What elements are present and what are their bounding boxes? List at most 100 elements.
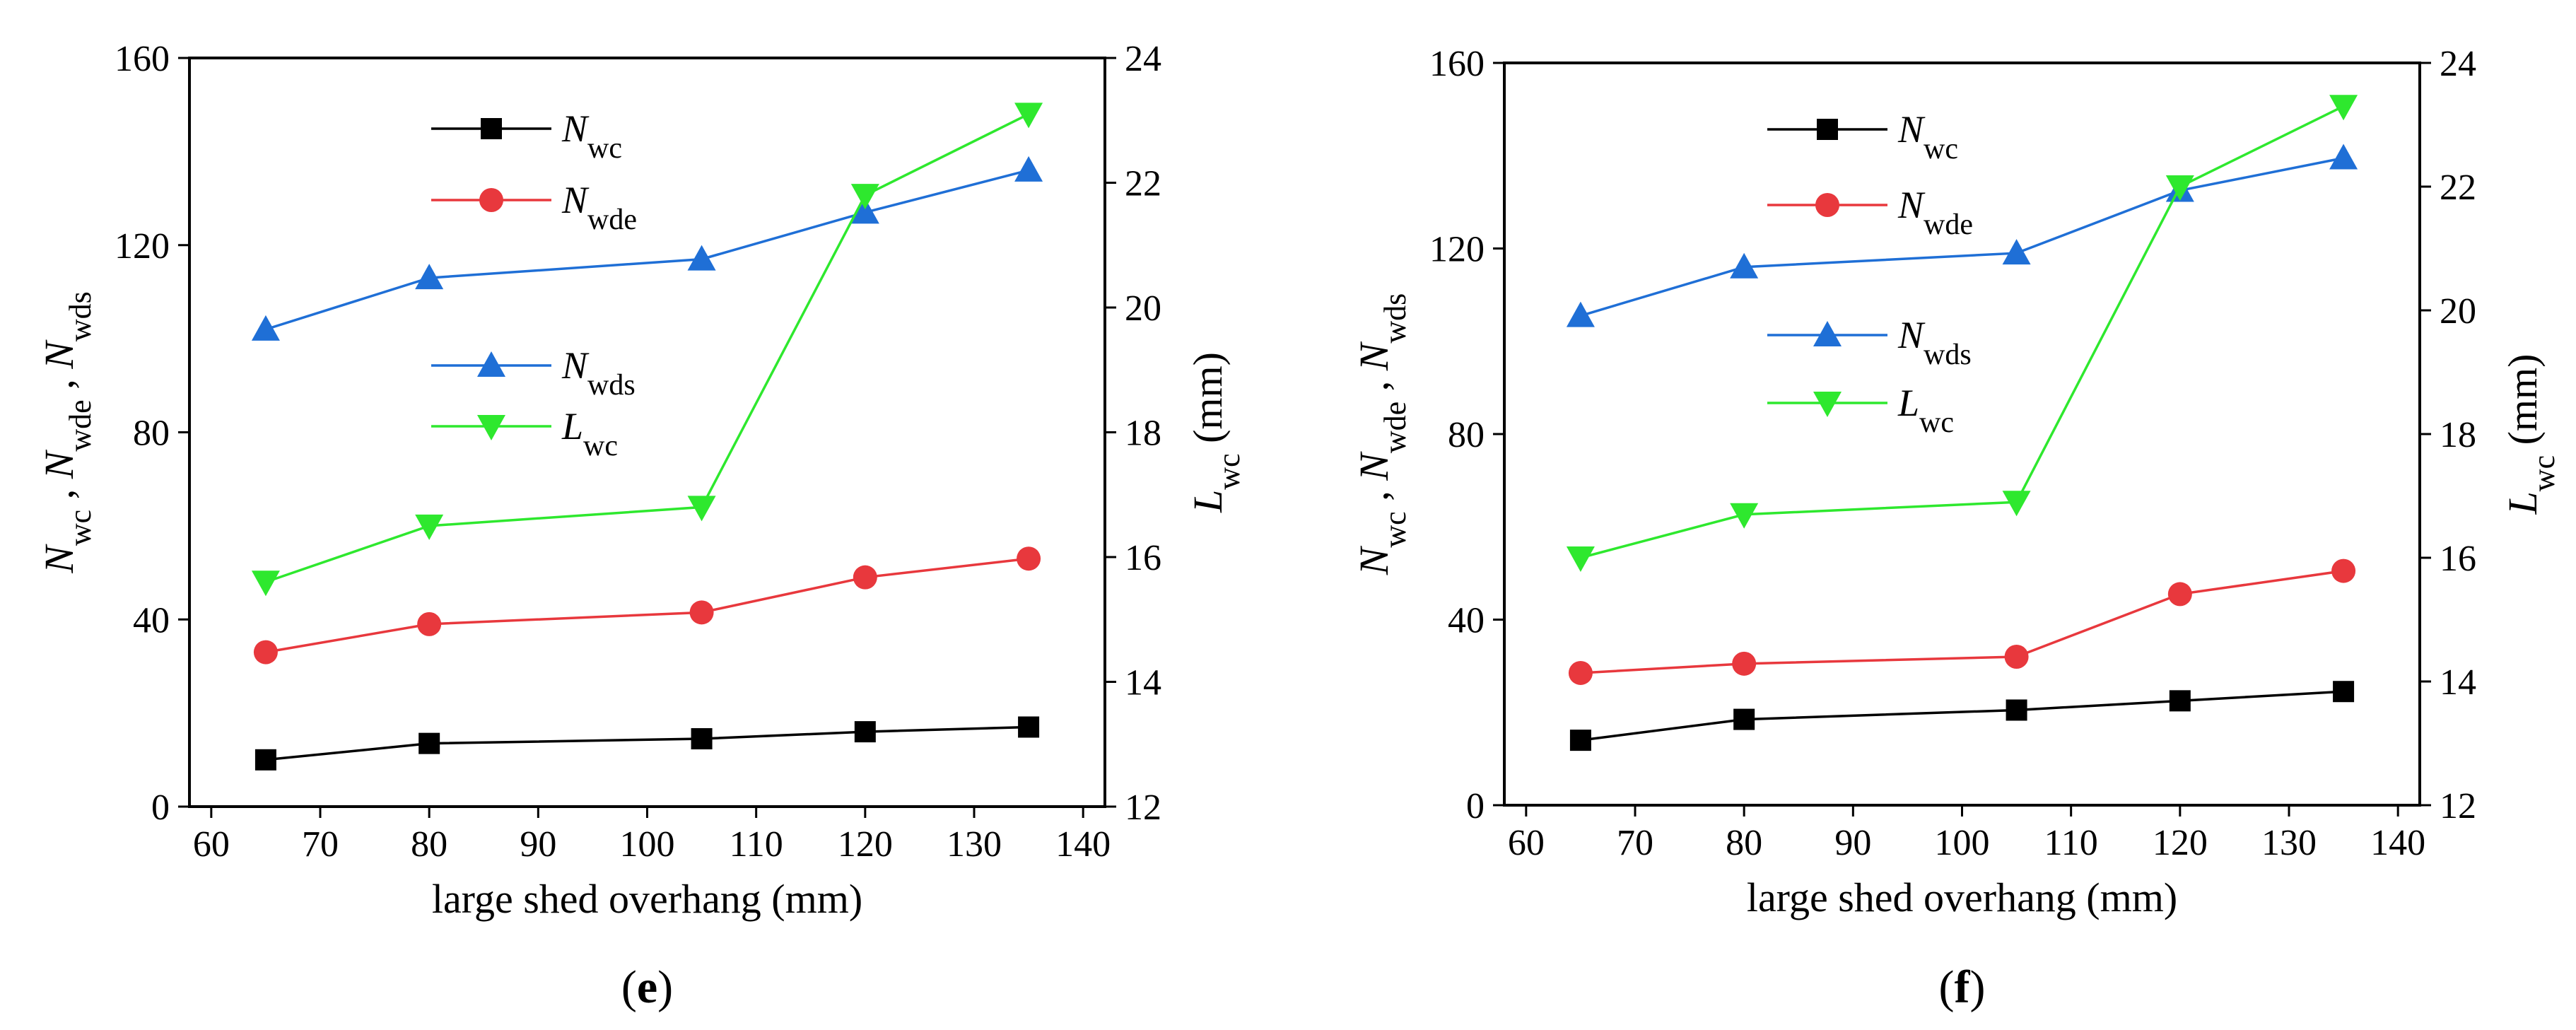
data-point-Lwc: [2329, 95, 2358, 121]
y-left-tick-label: 40: [133, 600, 170, 640]
legend-item-Lwc: Lwc: [431, 405, 618, 462]
x-tick-label: 90: [1834, 823, 1871, 863]
legend-label: Lwc: [1897, 382, 1954, 439]
x-tick-label: 140: [1055, 824, 1111, 865]
data-point-Nwds: [2002, 239, 2031, 265]
x-tick-label: 130: [2261, 823, 2317, 863]
series-Lwc: [251, 103, 1043, 597]
y-left-tick-label: 80: [133, 414, 170, 454]
series-line-Lwc: [1580, 105, 2344, 559]
legend-item-Nwde: Nwde: [431, 179, 637, 236]
series-Nwc: [1569, 681, 2355, 751]
panel-label: (f): [1939, 961, 1986, 1013]
data-point-Nwds: [687, 245, 716, 271]
x-tick-label: 60: [193, 824, 230, 865]
y-right-tick-label: 18: [2440, 415, 2476, 455]
x-tick-label: 80: [411, 824, 447, 865]
data-point-Lwc: [1566, 546, 1595, 572]
data-point-Nwds: [2329, 144, 2358, 170]
x-tick-label: 110: [730, 824, 783, 865]
data-point-Nwc: [2006, 699, 2027, 721]
plot-frame: [188, 57, 1106, 808]
legend-item-Nwc: Nwc: [431, 107, 622, 165]
x-tick-label: 140: [2370, 823, 2425, 863]
x-tick-label: 100: [1935, 823, 1990, 863]
x-tick-label: 120: [2153, 823, 2208, 863]
y-right-tick-label: 18: [1125, 414, 1161, 454]
data-point-Nwc: [1733, 708, 1755, 730]
data-point-Nwde: [417, 611, 442, 636]
data-point-Nwds: [850, 198, 879, 224]
y-right-axis-label: Lwc (mm): [1185, 352, 1246, 513]
data-point-Nwds: [1014, 156, 1043, 182]
data-point-Lwc: [415, 514, 444, 540]
data-point-Nwde: [1732, 651, 1757, 676]
data-point-Lwc: [1014, 103, 1043, 129]
x-tick-label: 70: [1617, 823, 1653, 863]
y-right-tick-label: 14: [2440, 662, 2476, 703]
y-right-tick-label: 20: [1125, 288, 1161, 329]
legend-marker-Nwds: [477, 351, 505, 377]
data-point-Nwc: [2169, 690, 2191, 712]
x-tick-label: 120: [838, 824, 893, 865]
y-right-tick-label: 22: [1125, 164, 1161, 204]
data-point-Nwds: [415, 264, 444, 290]
series-line-Nwc: [1580, 690, 2344, 742]
y-right-tick-label: 16: [1125, 538, 1161, 578]
y-left-tick-label: 40: [1448, 601, 1485, 641]
series-Nwds: [1566, 144, 2358, 327]
data-point-Nwde: [253, 640, 278, 665]
series-line-Nwc: [265, 725, 1029, 761]
data-point-Nwds: [1730, 252, 1759, 279]
data-point-Nwc: [854, 721, 876, 743]
series-line-Nwds: [265, 169, 1029, 331]
chart-panel-f: 60 70 80 90 100 110 120 130 140 0 40 80 120 160 12 14 16…: [1351, 44, 2561, 1013]
x-tick-label: 90: [520, 824, 556, 865]
series-line-Nwde: [1580, 569, 2344, 674]
x-axis-label: large shed overhang (mm): [432, 876, 862, 922]
y-left-tick-label: 160: [1429, 44, 1485, 84]
legend-marker-Nwde: [479, 188, 503, 212]
data-point-Nwde: [1568, 660, 1593, 685]
data-point-Nwc: [1569, 730, 1591, 751]
data-point-Nwde: [689, 600, 714, 625]
data-point-Nwds: [251, 315, 280, 341]
data-point-Nwde: [2004, 645, 2029, 669]
data-point-Nwc: [2333, 681, 2355, 703]
y-right-tick-label: 12: [2440, 786, 2476, 826]
data-point-Lwc: [850, 184, 879, 210]
series-Nwde: [1568, 558, 2356, 685]
legend-item-Nwds: Nwds: [431, 344, 636, 402]
legend-marker-Nwds: [1813, 321, 1842, 346]
series-Nwc: [254, 716, 1040, 771]
legend-label: Nwds: [1897, 314, 1972, 371]
data-point-Nwde: [853, 565, 877, 590]
data-point-Nwde: [1017, 546, 1041, 571]
data-point-Nwde: [2167, 582, 2192, 607]
legend-label: Lwc: [561, 405, 618, 462]
y-left-tick-label: 120: [1429, 230, 1485, 270]
legend-label: Nwde: [561, 179, 637, 236]
x-axis-label: large shed overhang (mm): [1747, 874, 2177, 920]
legend-label: Nwc: [1897, 108, 1958, 165]
data-point-Nwde: [2331, 558, 2356, 583]
legend-label: Nwc: [561, 107, 622, 165]
y-right-tick-label: 16: [2440, 539, 2476, 579]
legend-marker-Lwc: [477, 415, 505, 440]
legend-marker-Nwde: [1815, 193, 1839, 217]
legend-item-Lwc: Lwc: [1767, 382, 1954, 439]
legend-item-Nwds: Nwds: [1767, 314, 1972, 371]
legend-marker-Nwc: [1817, 119, 1838, 140]
data-point-Nwc: [1018, 716, 1040, 738]
y-right-tick-label: 14: [1125, 663, 1161, 703]
series-Lwc: [1566, 95, 2358, 572]
x-tick-label: 80: [1726, 823, 1762, 863]
y-right-tick-label: 24: [1125, 39, 1161, 79]
data-point-Nwc: [254, 749, 276, 771]
legend-marker-Nwc: [481, 118, 502, 139]
series-Nwds: [251, 156, 1043, 341]
data-point-Nwc: [418, 732, 440, 754]
data-point-Nwc: [691, 728, 713, 750]
series-line-Nwde: [265, 557, 1029, 654]
